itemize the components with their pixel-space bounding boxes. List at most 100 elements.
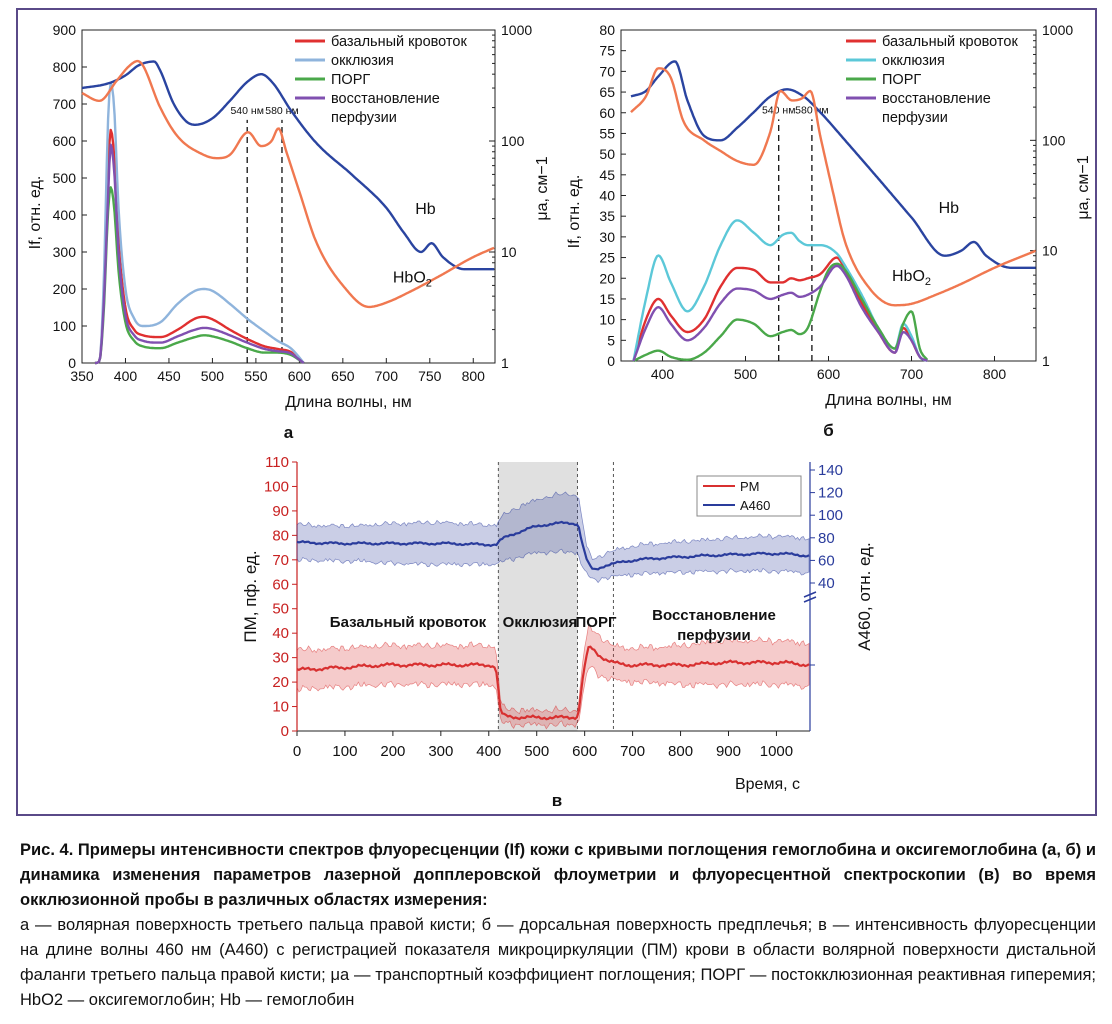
y-axis-label: ПМ, пф. ед. bbox=[241, 550, 260, 642]
x-tick-label: 100 bbox=[332, 743, 357, 760]
x-tick-label: 900 bbox=[716, 743, 741, 760]
y2-tick-label: 120 bbox=[818, 485, 843, 502]
y-tick-label: 90 bbox=[272, 503, 289, 520]
x-tick-label: 800 bbox=[983, 366, 1007, 382]
y-tick-label: 5 bbox=[607, 332, 615, 348]
y-tick-label: 800 bbox=[53, 59, 77, 75]
y-tick-label: 100 bbox=[53, 318, 77, 334]
y-tick-label: 75 bbox=[599, 43, 615, 59]
series-line-fluor-3 bbox=[94, 143, 305, 365]
series-band-a460 bbox=[296, 491, 810, 584]
series-band-pm bbox=[296, 625, 810, 730]
x-axis: 400 500 600 700 800 bbox=[651, 356, 1007, 382]
legend-label-2: ПОРГ bbox=[882, 72, 921, 88]
series-line-fluor-2 bbox=[94, 186, 305, 365]
panel-b: 400 500 600 700 800 0 5 10 15 20 25 30 35 40 45 50 55 60 6… bbox=[566, 22, 1092, 440]
legend-label-1: окклюзия bbox=[331, 53, 394, 69]
y2-axis: 1 10 100 1000 bbox=[489, 22, 532, 371]
chart-panel-a: 350 400 450 500 550 600 650 700 750 8000100200300… bbox=[27, 22, 1092, 810]
x-tick-label: 500 bbox=[201, 368, 225, 384]
x-tick-label: 350 bbox=[70, 368, 94, 384]
y2-axis: 40 60 80 100 120 140 bbox=[810, 462, 843, 666]
y-tick-label: 0 bbox=[281, 723, 289, 740]
y2-axis-label: A460, отн. ед. bbox=[855, 542, 874, 651]
x-tick-label: 800 bbox=[668, 743, 693, 760]
y-tick-label: 0 bbox=[68, 355, 76, 371]
annotation-HbO2: HbO2 bbox=[892, 268, 931, 288]
legend-label-a460: A460 bbox=[740, 498, 770, 513]
y2-axis-label: μa, см−1 bbox=[534, 156, 551, 220]
y-tick-label: 600 bbox=[53, 133, 77, 149]
y-tick-label: 25 bbox=[599, 250, 615, 266]
series-line-hb bbox=[81, 60, 495, 271]
y-tick-label: 50 bbox=[272, 601, 289, 618]
y-tick-label: 20 bbox=[272, 674, 289, 691]
y2-tick-label: 1000 bbox=[1042, 22, 1073, 38]
y-tick-label: 40 bbox=[599, 188, 615, 204]
phase-label-recovery: Восстановление bbox=[652, 607, 776, 624]
y-tick-label: 50 bbox=[599, 146, 615, 162]
series-line-hbo2 bbox=[630, 67, 1037, 307]
legend: базальный кровоток окклюзия ПОРГ восстановл… bbox=[846, 34, 1018, 126]
vline-label-540: 540 нм bbox=[230, 105, 263, 117]
y-tick-label: 900 bbox=[53, 22, 77, 38]
series-line-a460 bbox=[296, 520, 810, 571]
y-axis: 0 10 20 30 40 50 60 70 80 90 100 110 bbox=[264, 454, 297, 740]
phase-label-porg: ПОРГ bbox=[576, 614, 617, 631]
legend-label-0: базальный кровоток bbox=[331, 34, 467, 50]
series-line-hbo2 bbox=[81, 59, 495, 309]
y-tick-label: 300 bbox=[53, 244, 77, 260]
x-tick-label: 800 bbox=[462, 368, 486, 384]
x-tick-label: 700 bbox=[900, 366, 924, 382]
x-tick-label: 400 bbox=[651, 366, 675, 382]
y-tick-label: 200 bbox=[53, 281, 77, 297]
x-tick-label: 700 bbox=[375, 368, 399, 384]
figure-frame bbox=[16, 8, 1097, 816]
y-tick-label: 60 bbox=[599, 105, 615, 121]
y2-tick-label: 60 bbox=[818, 552, 835, 569]
y-axis-label: If, отн. ед. bbox=[27, 176, 44, 250]
y-tick-label: 10 bbox=[599, 312, 615, 328]
series-line-pm bbox=[296, 645, 810, 721]
plot-area-border bbox=[620, 29, 1037, 362]
annotation-HbO2: HbO2 bbox=[393, 270, 432, 290]
y-tick-label: 65 bbox=[599, 84, 615, 100]
y2-axis-break bbox=[803, 591, 817, 603]
series-line-fluor-0 bbox=[632, 256, 928, 362]
phase-label-occlusion: Окклюзия bbox=[503, 614, 578, 631]
occlusion-shading bbox=[498, 462, 578, 731]
annotation-Hb: Hb bbox=[415, 201, 436, 218]
legend: PM A460 bbox=[696, 475, 802, 517]
y-tick-label: 70 bbox=[272, 552, 289, 569]
vline-label-540: 540 нм bbox=[762, 105, 795, 117]
panel-a: 350 400 450 500 550 600 650 700 750 800 0 100 200 300… bbox=[27, 22, 551, 442]
y2-tick-label: 40 bbox=[818, 575, 835, 592]
annotation-Hb: Hb bbox=[939, 200, 960, 217]
x-tick-label: 450 bbox=[157, 368, 181, 384]
y-tick-label: 45 bbox=[599, 167, 615, 183]
y-tick-label: 15 bbox=[599, 291, 615, 307]
legend-label-1: окклюзия bbox=[882, 53, 945, 69]
legend-box bbox=[696, 475, 802, 517]
y-axis: 0 100 200 300 400 500 600 700 800 900 bbox=[53, 22, 87, 371]
legend-label-0: базальный кровоток bbox=[882, 34, 1018, 50]
legend: базальный кровоток окклюзия ПОРГ восстановл… bbox=[295, 34, 467, 126]
phase-label-basal: Базальный кровоток bbox=[330, 614, 487, 631]
series-group bbox=[81, 59, 495, 365]
panel-label-c: в bbox=[552, 791, 562, 810]
y2-tick-label: 1000 bbox=[501, 22, 532, 38]
y-tick-label: 55 bbox=[599, 125, 615, 141]
y-axis: 0 5 10 15 20 25 30 35 40 45 50 55 60 65 70 75 80 bbox=[599, 22, 626, 369]
series-line-fluor-0 bbox=[94, 128, 305, 365]
phase-label-recovery-2: перфузии bbox=[677, 627, 751, 644]
y-tick-label: 80 bbox=[599, 22, 615, 38]
legend-label-3: восстановление bbox=[882, 91, 991, 107]
figure-caption: Рис. 4. Примеры интенсивности спектров ф… bbox=[20, 838, 1096, 1013]
y-tick-label: 10 bbox=[272, 699, 289, 716]
x-tick-label: 550 bbox=[244, 368, 268, 384]
y-axis-label: If, отн. ед. bbox=[566, 175, 583, 249]
x-axis-label: Длина волны, нм bbox=[285, 394, 412, 411]
y-tick-label: 110 bbox=[265, 454, 289, 471]
y2-tick-label: 1 bbox=[501, 355, 509, 371]
y-tick-label: 0 bbox=[607, 353, 615, 369]
